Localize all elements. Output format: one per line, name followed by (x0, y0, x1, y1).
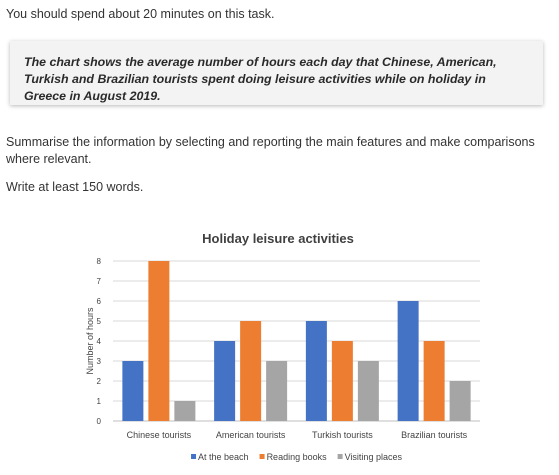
bar (148, 261, 170, 421)
x-category-label: Turkish tourists (312, 430, 373, 440)
y-tick-label: 3 (97, 357, 102, 366)
x-category-label: Chinese tourists (127, 430, 192, 440)
bar (423, 341, 445, 421)
y-tick-label: 6 (97, 297, 102, 306)
y-tick-label: 1 (97, 397, 102, 406)
chart-gridlines (113, 260, 480, 422)
legend-swatch (337, 454, 343, 459)
bar (357, 361, 379, 421)
bar (122, 361, 144, 421)
x-category-label: Brazilian tourists (401, 430, 468, 440)
y-axis-label: Number of hours (85, 307, 95, 375)
y-tick-label: 8 (97, 257, 102, 266)
y-tick-label: 7 (97, 277, 102, 286)
y-axis-ticks: 0 1 2 3 4 5 6 7 8 (97, 257, 102, 426)
bar (240, 321, 262, 421)
y-tick-label: 2 (97, 377, 102, 386)
time-note: You should spend about 20 minutes on thi… (6, 7, 275, 21)
bar (174, 401, 196, 421)
bar (214, 341, 236, 421)
x-category-label: American tourists (216, 430, 286, 440)
chart-title: Holiday leisure activities (202, 231, 354, 246)
task-prompt: The chart shows the average number of ho… (24, 55, 497, 103)
word-count-note: Write at least 150 words. (6, 180, 144, 194)
bar (449, 381, 471, 421)
legend-label: Reading books (267, 452, 328, 462)
bar (266, 361, 288, 421)
chart-legend: At the beach Reading books Visiting places (191, 452, 402, 462)
task-prompt-box: The chart shows the average number of ho… (10, 41, 543, 105)
legend-label: Visiting places (345, 452, 403, 462)
y-tick-label: 5 (97, 317, 102, 326)
y-tick-label: 0 (97, 417, 102, 426)
y-tick-label: 4 (97, 337, 102, 346)
summary-prompt: Summarise the information by selecting a… (6, 135, 535, 166)
legend-swatch (191, 454, 197, 459)
x-axis-categories: Chinese tourists American tourists Turkish… (127, 430, 468, 440)
bar (397, 301, 419, 421)
chart-bars (122, 261, 471, 421)
legend-swatch (259, 454, 265, 459)
bar (305, 321, 327, 421)
legend-label: At the beach (198, 452, 249, 462)
bar (331, 341, 353, 421)
